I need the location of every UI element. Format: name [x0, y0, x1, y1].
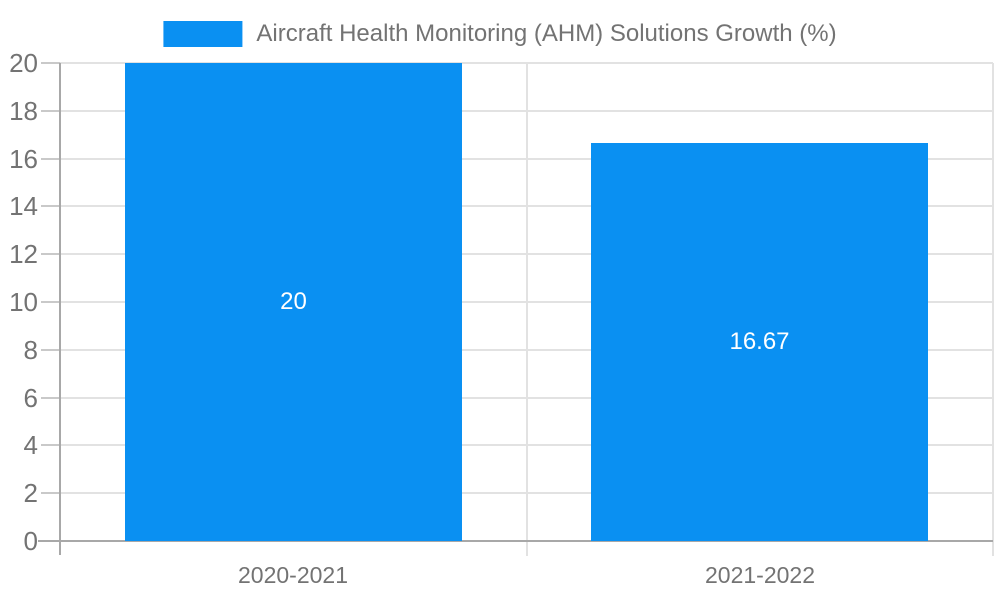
bar-value-label: 16.67 — [729, 328, 790, 355]
bar[interactable]: 16.67 — [591, 143, 928, 541]
y-tick-mark — [41, 205, 60, 207]
y-tick-label: 8 — [23, 335, 38, 365]
x-gridline — [526, 63, 528, 556]
y-tick-label: 12 — [9, 239, 38, 269]
bar-value-label: 20 — [280, 288, 307, 315]
y-tick-label: 18 — [9, 96, 38, 126]
y-tick-mark — [41, 158, 60, 160]
y-tick-mark — [41, 444, 60, 446]
y-tick-mark — [41, 253, 60, 255]
x-gridline — [992, 63, 994, 556]
x-axis-line — [38, 540, 993, 542]
x-tick-label: 2020-2021 — [238, 562, 348, 588]
bar[interactable]: 20 — [125, 63, 462, 541]
legend[interactable]: Aircraft Health Monitoring (AHM) Solutio… — [163, 20, 837, 47]
y-tick-mark — [41, 349, 60, 351]
y-tick-label: 16 — [9, 144, 38, 174]
y-tick-mark — [41, 301, 60, 303]
y-tick-label: 14 — [9, 191, 38, 221]
legend-swatch-icon — [163, 21, 243, 47]
legend-label: Aircraft Health Monitoring (AHM) Solutio… — [256, 20, 837, 47]
y-tick-label: 4 — [23, 430, 38, 460]
y-tick-mark — [41, 110, 60, 112]
y-axis-line — [59, 63, 61, 555]
y-tick-mark — [41, 492, 60, 494]
y-tick-label: 2 — [23, 478, 38, 508]
y-tick-label: 0 — [23, 526, 38, 556]
y-tick-mark — [41, 62, 60, 64]
y-tick-label: 6 — [23, 383, 38, 413]
y-tick-label: 20 — [9, 48, 38, 78]
y-tick-mark — [41, 397, 60, 399]
x-tick-label: 2021-2022 — [705, 562, 815, 588]
y-tick-label: 10 — [9, 287, 38, 317]
